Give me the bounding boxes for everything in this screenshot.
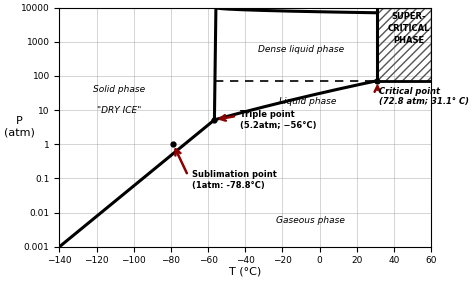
Text: Triple point
(5.2atm; −56°C): Triple point (5.2atm; −56°C) [240,110,317,130]
Y-axis label: P
(atm): P (atm) [4,116,35,138]
Text: Critical point
(72.8 atm; 31.1° C): Critical point (72.8 atm; 31.1° C) [379,87,469,106]
Text: Liquid phase: Liquid phase [279,97,336,106]
X-axis label: T (°C): T (°C) [229,267,261,277]
Text: SUPER-
CRITICAL
PHASE: SUPER- CRITICAL PHASE [388,12,430,44]
Text: Solid phase: Solid phase [93,85,145,94]
Text: Gaseous phase: Gaseous phase [276,216,345,225]
Text: Dense liquid phase: Dense liquid phase [258,45,344,54]
Text: Sublimation point
(1atm: -78.8°C): Sublimation point (1atm: -78.8°C) [192,170,277,190]
Text: "DRY ICE": "DRY ICE" [97,106,141,115]
Bar [377,8,431,81]
